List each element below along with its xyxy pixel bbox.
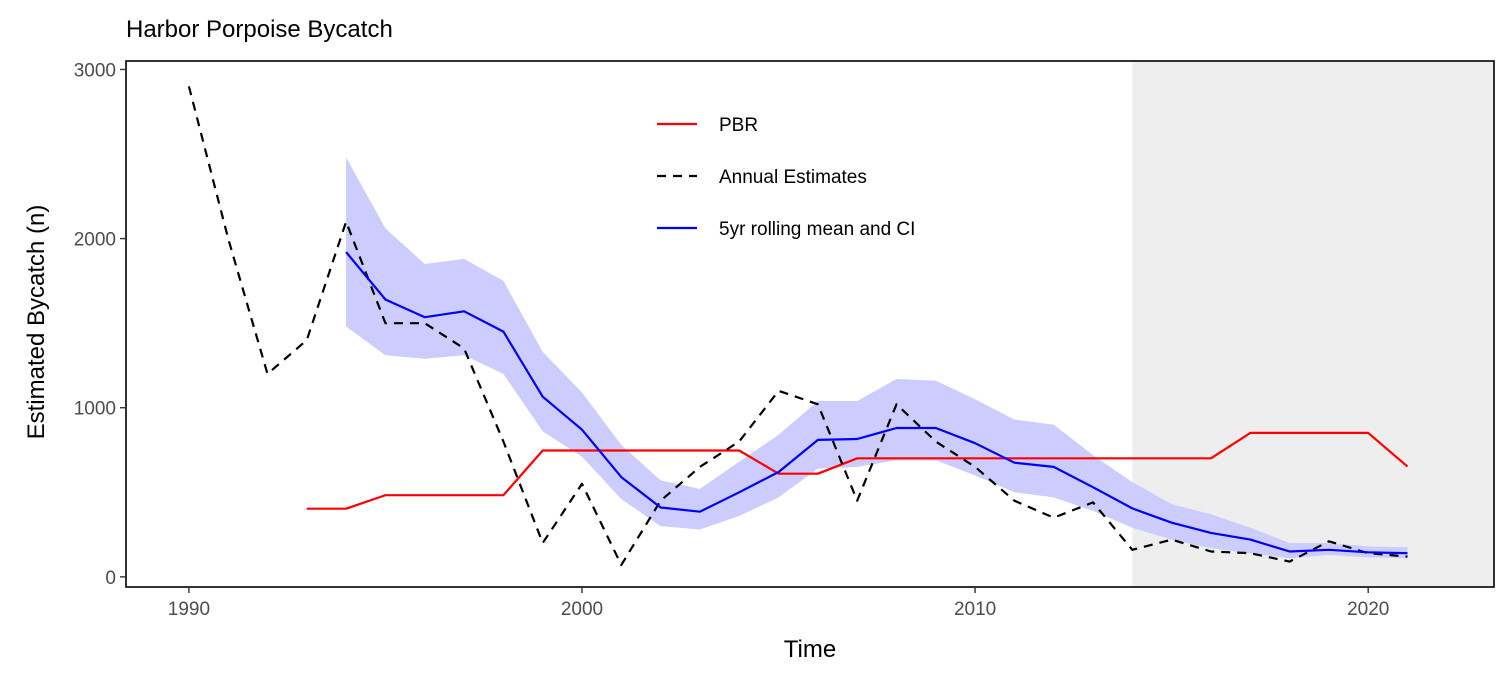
rolling-mean-ci-band bbox=[346, 157, 1408, 559]
y-tick-label: 0 bbox=[105, 568, 116, 589]
y-tick-label: 3000 bbox=[74, 60, 116, 81]
x-tick-label: 2000 bbox=[561, 599, 603, 620]
panel-border bbox=[125, 60, 1495, 588]
y-tick-label: 2000 bbox=[74, 230, 116, 251]
shaded-region bbox=[1132, 61, 1494, 587]
legend-label-rolling-mean: 5yr rolling mean and CI bbox=[719, 219, 915, 240]
x-tick-label: 2020 bbox=[1347, 599, 1389, 620]
rolling-mean-line bbox=[345, 251, 1408, 555]
x-tick-label: 1990 bbox=[168, 599, 210, 620]
plot-panel bbox=[125, 60, 1495, 588]
pbr-line bbox=[306, 431, 1409, 510]
x-tick-label: 2010 bbox=[954, 599, 996, 620]
annual-estimates-line bbox=[187, 86, 1408, 567]
chart-title: Harbor Porpoise Bycatch bbox=[126, 16, 393, 43]
legend: PBR Annual Estimates 5yr rolling mean and … bbox=[657, 115, 915, 240]
y-tick-label: 1000 bbox=[74, 399, 116, 420]
y-axis-label: Estimated Bycatch (n) bbox=[23, 205, 50, 440]
legend-label-annual-estimates: Annual Estimates bbox=[719, 167, 867, 188]
x-axis-label: Time bbox=[784, 636, 836, 663]
legend-label-pbr: PBR bbox=[719, 115, 758, 136]
